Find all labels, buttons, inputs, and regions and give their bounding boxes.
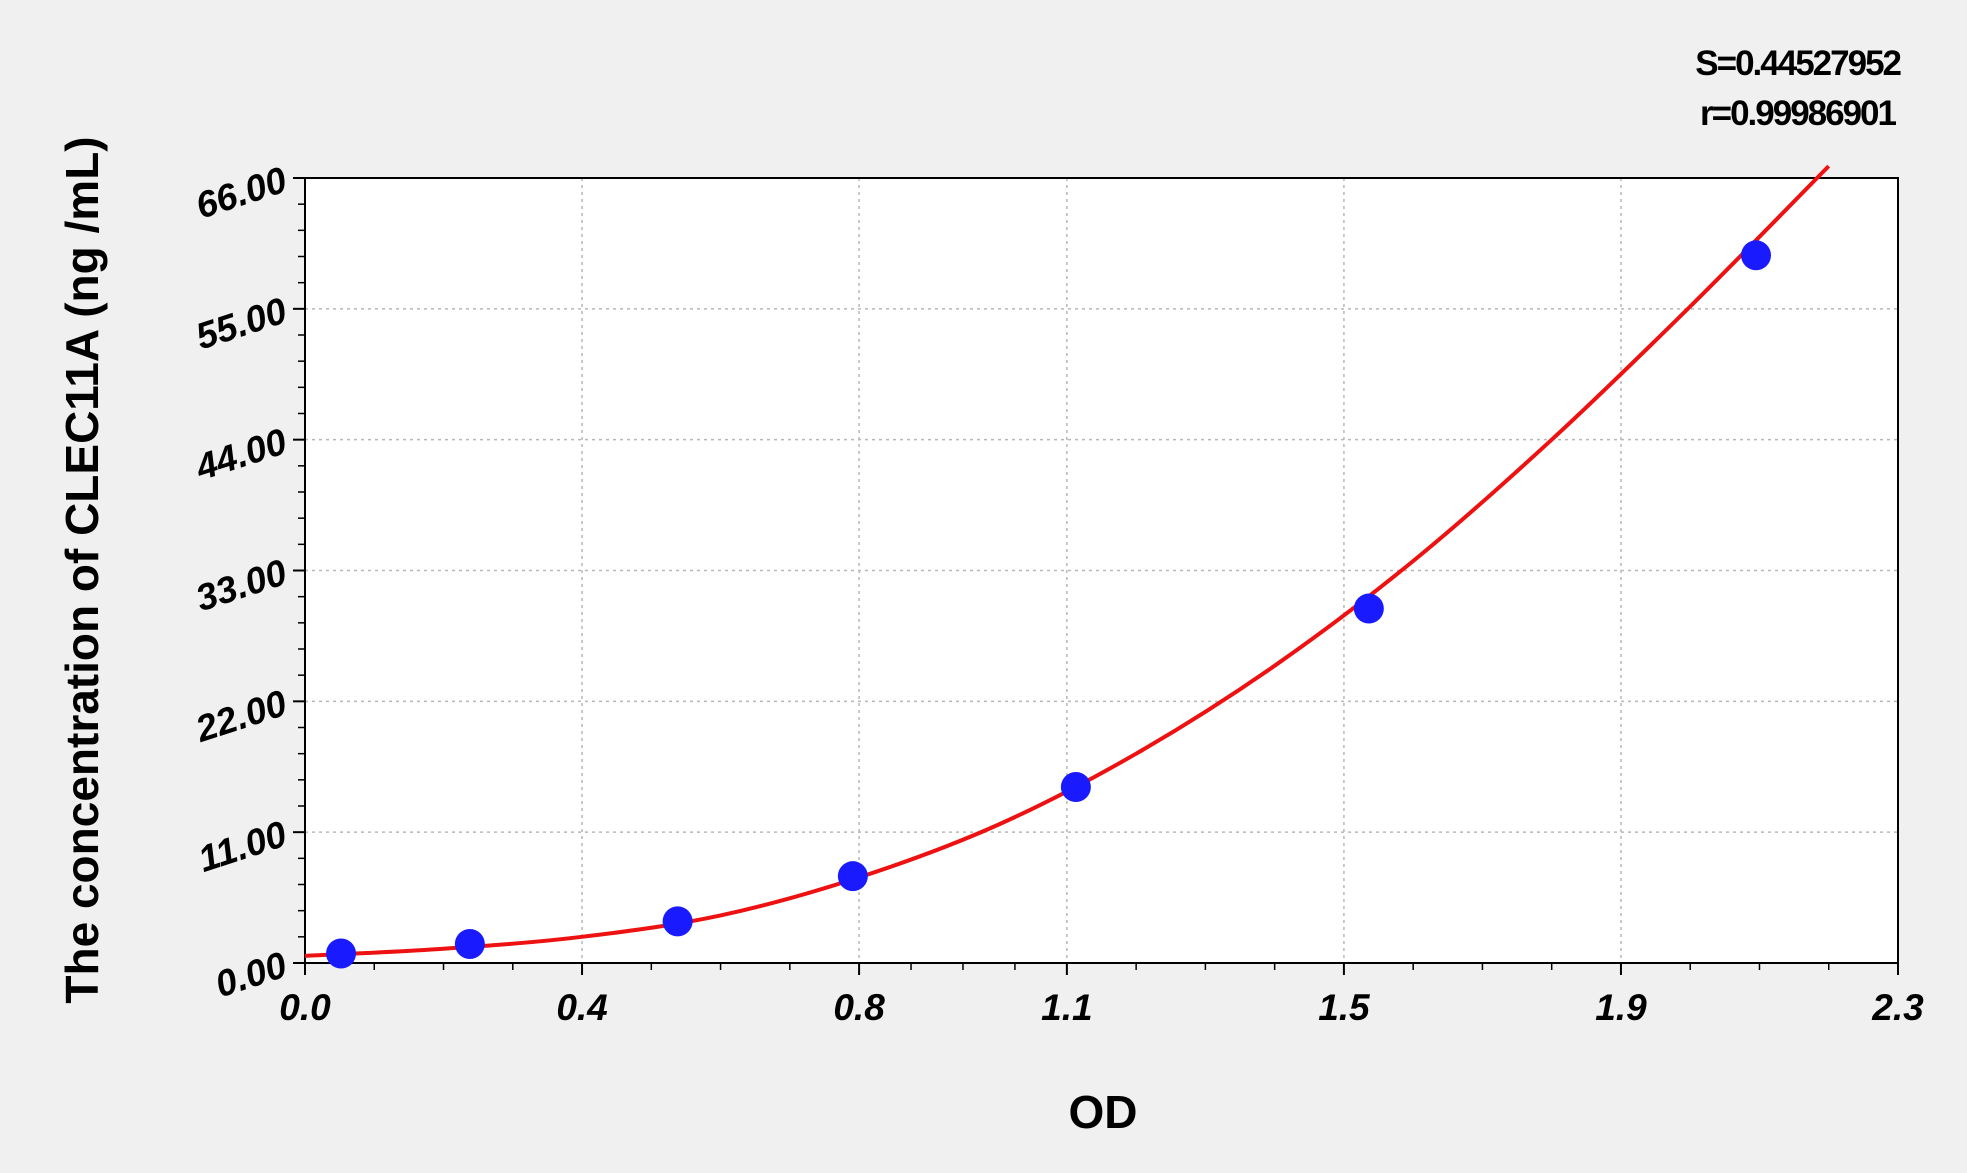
x-tick-label: 2.3 [1871,987,1924,1028]
data-point [662,906,693,937]
y-tick-label: 11.00 [193,813,292,880]
r-value-annotation: r=0.99986901 [1700,94,1897,133]
data-point [1060,771,1091,802]
s-value-annotation: S=0.44527952 [1695,44,1901,83]
grid-lines [305,178,1898,963]
x-tick-label: 1.5 [1318,987,1371,1028]
x-tick-label: 1.1 [1041,987,1092,1028]
plot-area [305,178,1898,963]
x-tick-label: 0.0 [279,987,331,1028]
data-point [837,861,868,892]
x-tick-label: 0.4 [556,987,607,1028]
y-tick-label: 22.00 [190,682,292,750]
y-tick-label: 33.00 [191,551,292,619]
data-point [1353,593,1384,624]
data-point [454,928,485,959]
y-axis-title: The concentration of CLEC11A (ng /mL) [56,136,108,1003]
y-tick-label: 44.00 [190,421,292,489]
y-tick-label: 55.00 [191,290,292,358]
x-axis-title: OD [1069,1086,1138,1138]
data-points [326,240,1772,969]
fit-curve [304,164,1831,958]
x-tick-label: 0.8 [833,987,885,1028]
minor-ticks [298,203,1830,970]
x-tick-label: 1.9 [1595,987,1647,1028]
y-tick-label: 66.00 [191,159,292,227]
data-point [326,938,357,969]
data-point [1741,240,1772,271]
x-axis: 0.0 0.4 0.8 1.1 1.5 1.9 2.3 [279,963,1924,1028]
